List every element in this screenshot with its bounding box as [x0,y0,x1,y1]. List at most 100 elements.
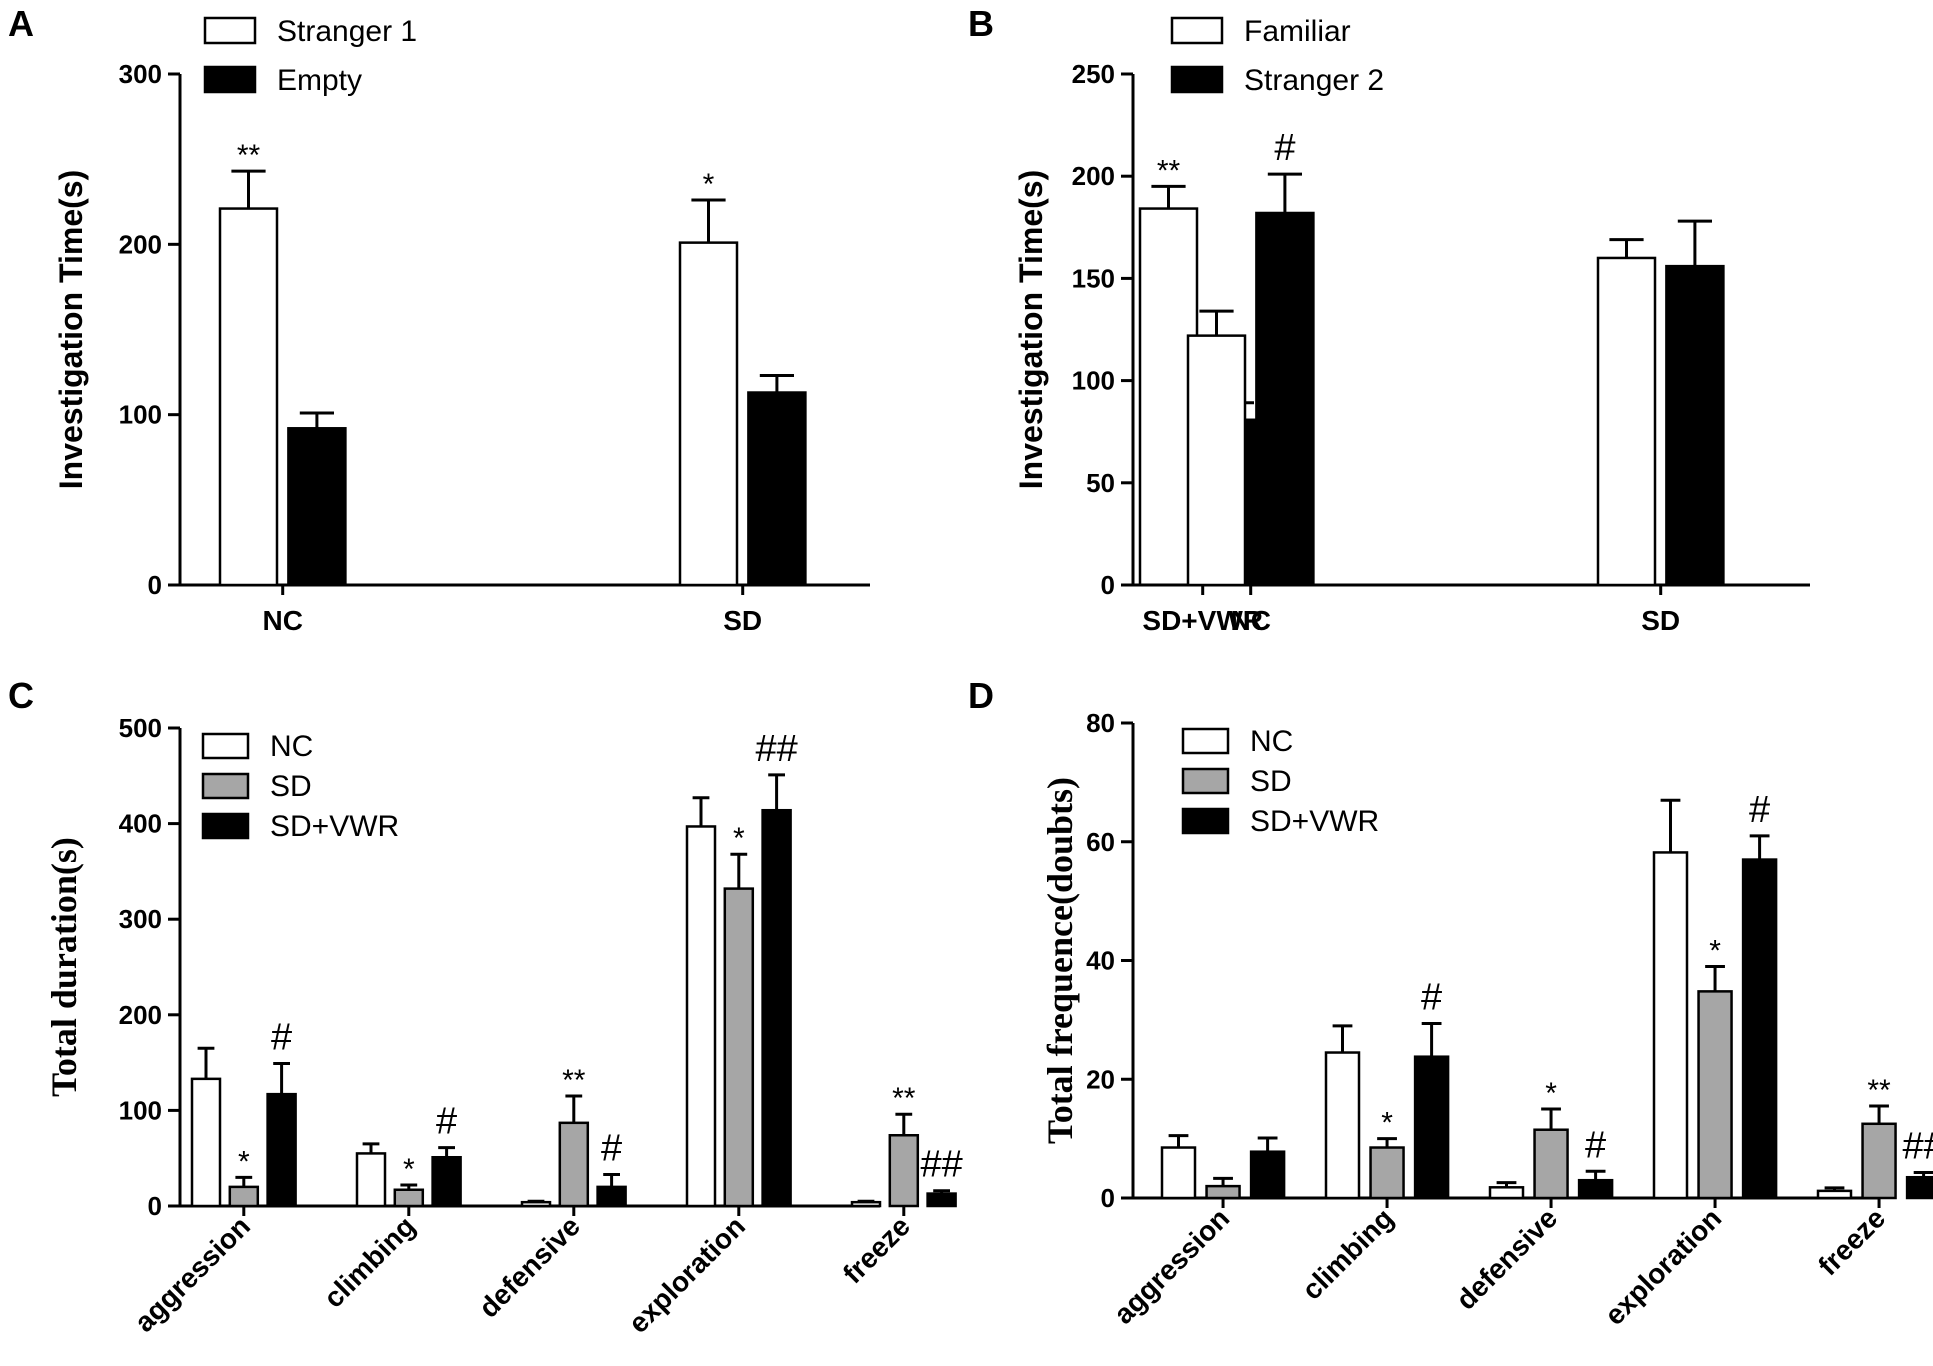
significance-marker: * [1545,1077,1557,1110]
y-tick-label: 100 [119,400,162,430]
bar [1324,1051,1361,1200]
bar [678,241,739,587]
legend-label: SD+VWR [1250,805,1379,838]
y-axis-title: Total duration(s) [44,837,84,1097]
panel-letter: C [8,675,34,716]
bar [266,1092,297,1208]
x-tick-label: freeze [837,1210,916,1289]
legend-swatch [201,812,250,840]
bar [1160,1146,1197,1200]
y-tick-label: 300 [119,904,162,934]
significance-marker: # [436,1101,457,1143]
x-tick-label: SD+VWR [1142,605,1263,636]
legend-label: Stranger 1 [277,15,417,48]
y-tick-label: 250 [1072,59,1115,89]
significance-marker: # [1585,1124,1606,1166]
significance-marker: ** [1157,154,1181,187]
legend: NC SD SD+VWR [1181,725,1379,838]
significance-marker: * [703,168,715,201]
bar [1665,264,1725,587]
bar [926,1192,957,1208]
legend-swatch [1170,65,1224,94]
y-tick-label: 0 [1101,570,1115,600]
bar [1369,1146,1405,1200]
y-axis-title: Total frequence(doubts) [1040,777,1080,1144]
significance-marker: ** [562,1064,586,1097]
significance-marker: * [238,1145,250,1178]
bar [1697,990,1733,1200]
bar [1861,1122,1897,1200]
significance-marker: ** [237,139,261,172]
legend-swatch [203,16,257,45]
y-tick-label: 100 [1072,366,1115,396]
bar [723,887,755,1208]
legend-swatch [1181,727,1230,755]
y-tick-label: 60 [1086,827,1115,857]
x-tick-label: exploration [1599,1202,1728,1331]
chart-panel-d: D 0 20 40 60 80 Total frequence(doubts) aggress… [968,675,1933,1331]
significance-marker: * [403,1153,415,1186]
bar [1905,1175,1933,1200]
bar [1596,256,1657,587]
y-tick-label: 20 [1086,1064,1115,1094]
significance-marker: * [1381,1107,1393,1140]
legend-swatch [1181,807,1230,835]
bar [431,1155,462,1208]
legend-swatch [203,65,257,94]
x-tick-label: defensive [1450,1202,1563,1315]
legend-label: SD+VWR [270,810,399,843]
bar [685,825,717,1208]
y-tick-label: 50 [1086,468,1115,498]
bar [218,207,279,587]
x-tick-label: climbing [1296,1202,1399,1305]
significance-marker: # [601,1127,622,1169]
bar [190,1077,222,1208]
bar [1255,211,1315,587]
chart-panel-c: C 0 100 200 300 400 500 Total duration(s) * # aggr… [8,675,963,1339]
y-tick-label: 400 [119,809,162,839]
legend-label: NC [270,730,313,763]
bar [520,1200,552,1208]
legend: NC SD SD+VWR [201,730,399,843]
y-tick-label: 40 [1086,946,1115,976]
legend-label: NC [1250,725,1293,758]
legend-label: SD [1250,765,1292,798]
bar [1413,1055,1450,1200]
y-tick-label: 300 [119,59,162,89]
bar [558,1121,590,1208]
bar [1577,1178,1614,1200]
y-axis-title: Investigation Time(s) [53,170,89,489]
bar [1488,1186,1525,1200]
legend-swatch [1181,767,1230,795]
bar [287,427,347,587]
bar [393,1188,425,1208]
y-tick-label: 150 [1072,263,1115,293]
bar [747,391,807,587]
panel-letter: B [968,3,994,44]
x-tick-label: climbing [318,1210,421,1313]
significance-marker: ## [1902,1125,1933,1167]
significance-marker: ## [755,728,797,770]
panel-letter: A [8,3,34,44]
panel-letter: D [968,675,994,716]
x-tick-label: NC [1230,605,1270,636]
y-tick-label: 100 [119,1095,162,1125]
bar [850,1200,882,1208]
chart-panel-a: A 0 100 200 300 Investigation Time(s) ** NC * SD *… [8,3,1267,636]
y-tick-label: 0 [1101,1183,1115,1213]
legend-swatch [1170,16,1224,45]
legend-label: SD [270,770,312,803]
y-tick-label: 200 [1072,161,1115,191]
significance-marker: ** [892,1082,916,1115]
x-tick-label: defensive [473,1210,586,1323]
significance-marker: ## [920,1144,962,1186]
legend-swatch [201,772,250,800]
bar [228,1185,260,1208]
legend-label: Stranger 2 [1244,64,1384,97]
y-tick-label: 500 [119,713,162,743]
legend-label: Empty [277,64,362,97]
y-tick-label: 80 [1086,708,1115,738]
legend: Stranger 1 Empty [203,15,417,97]
significance-marker: # [1421,976,1442,1018]
x-tick-label: exploration [622,1210,751,1339]
